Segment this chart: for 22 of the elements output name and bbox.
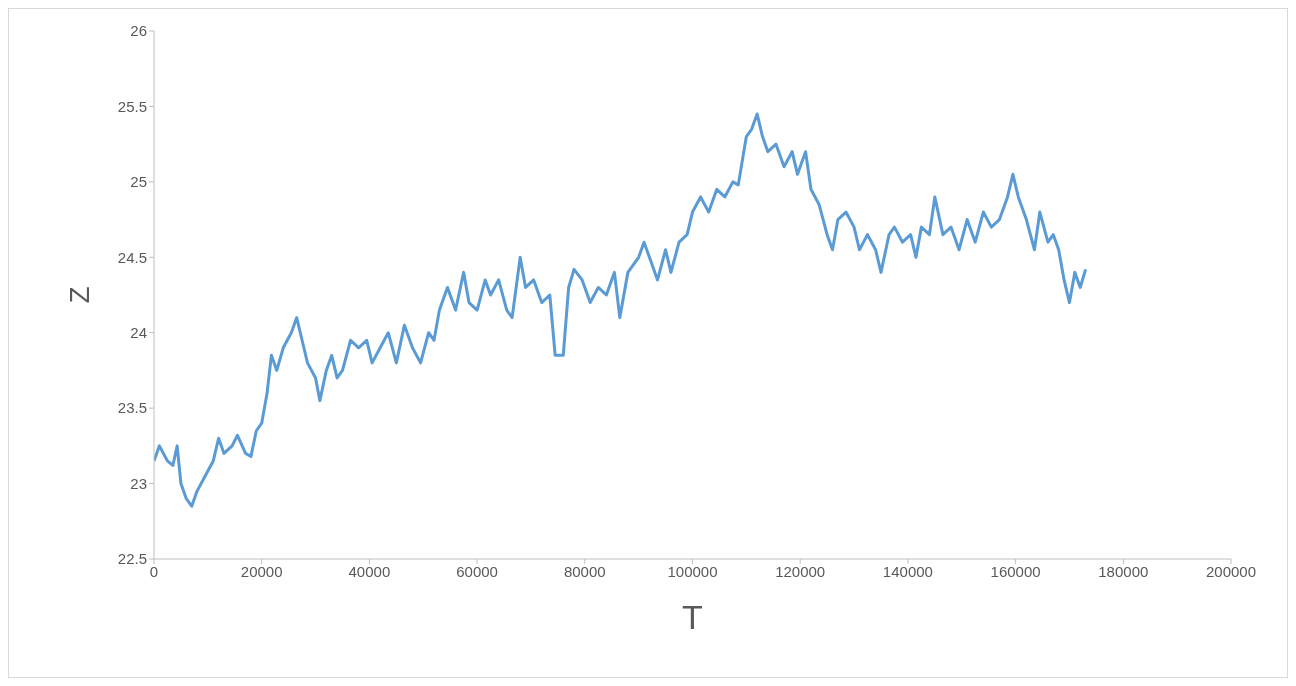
x-tick-label: 100000 — [667, 562, 718, 580]
y-tick-label: 25.5 — [117, 97, 147, 115]
y-tick-label: 24.5 — [117, 248, 147, 266]
line-series — [154, 112, 1088, 508]
y-axis-title: Z — [63, 286, 95, 304]
x-tick-label: 60000 — [456, 562, 498, 580]
x-tick-label: 80000 — [563, 562, 606, 580]
x-tick-label: 20000 — [240, 562, 283, 580]
x-tick-label: 140000 — [882, 562, 933, 580]
x-tick-label: 40000 — [348, 562, 391, 580]
y-tick-label: 23.5 — [117, 399, 147, 417]
y-tick-label: 22.5 — [117, 550, 147, 568]
y-tick-label: 24 — [130, 324, 147, 342]
x-tick-label: 0 — [149, 562, 159, 580]
x-tick-label: 200000 — [1205, 562, 1257, 580]
x-tick-label: 160000 — [990, 562, 1041, 580]
y-tick-label: 26 — [130, 22, 147, 40]
x-tick-label: 180000 — [1098, 562, 1149, 580]
y-tick-label: 25 — [130, 173, 147, 191]
x-axis-title: T — [682, 598, 703, 636]
y-tick-label: 23 — [130, 474, 147, 492]
x-tick-label: 120000 — [775, 562, 826, 580]
